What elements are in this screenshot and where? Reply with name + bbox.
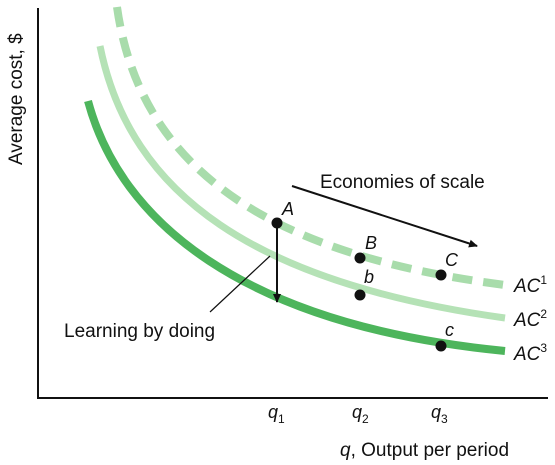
tick-q1-label: q1 — [268, 402, 285, 426]
tick-q2-label: q2 — [352, 402, 369, 426]
point-c-marker — [436, 341, 447, 352]
curve-ac3-label: AC3 — [513, 341, 547, 365]
economies-of-scale-arrow — [292, 186, 477, 246]
point-c-label: c — [445, 320, 454, 340]
point-B-marker — [355, 253, 366, 264]
point-A-marker — [272, 218, 283, 229]
x-axis-label: q, Output per period — [340, 440, 509, 461]
point-B-label: B — [365, 233, 377, 253]
economies-of-scale-label: Economies of scale — [320, 172, 485, 193]
curve-ac1-label: AC1 — [513, 273, 547, 297]
point-C-label: C — [445, 250, 459, 270]
learning-by-doing-label: Learning by doing — [64, 321, 215, 342]
point-b-marker — [355, 290, 366, 301]
point-b-label: b — [364, 267, 374, 287]
curve-ac1 — [117, 7, 505, 285]
point-A-label: A — [281, 199, 294, 219]
curve-ac3 — [88, 101, 505, 351]
curve-ac2-label: AC2 — [513, 307, 547, 331]
tick-q3-label: q3 — [431, 402, 448, 426]
point-C-marker — [436, 270, 447, 281]
y-axis-label: Average cost, $ — [6, 33, 27, 165]
